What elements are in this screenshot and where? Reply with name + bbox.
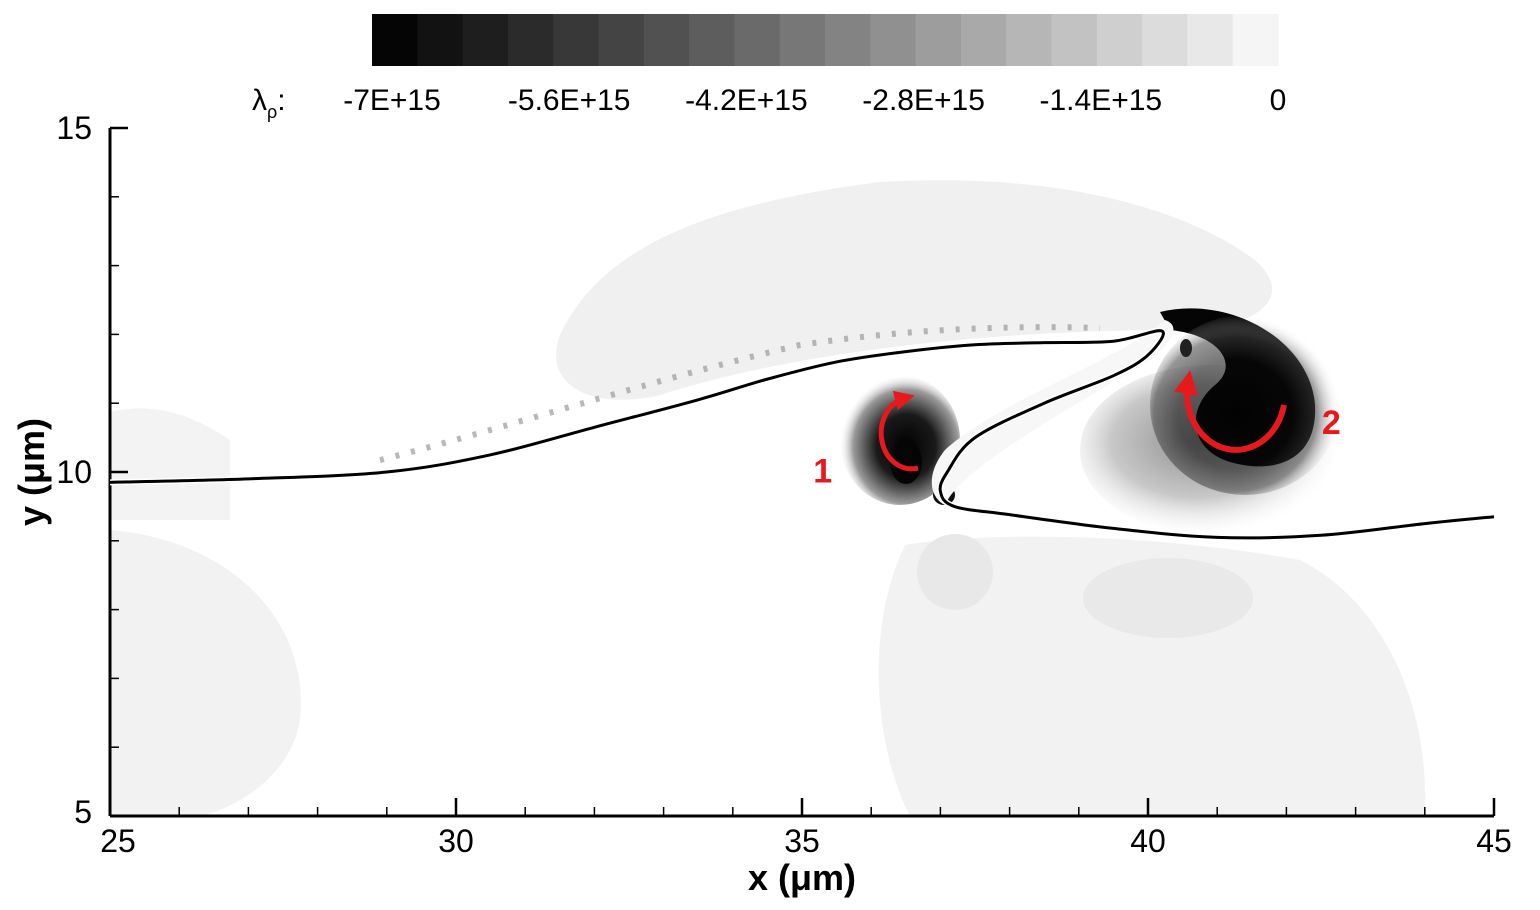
colorbar-level-14 <box>1006 14 1053 66</box>
colorbar-level-17 <box>1142 14 1188 66</box>
colorbar-level-7 <box>689 14 735 66</box>
vortex-2-label: 2 <box>1322 404 1341 442</box>
vortex-2-arrow <box>1174 370 1287 453</box>
colorbar-tick-labels: -7E+15 -5.6E+15 -4.2E+15 -2.8E+15 -1.4E+15 0 <box>343 84 1286 117</box>
field-patch-a <box>917 534 993 610</box>
colorbar-level-15 <box>1051 14 1098 66</box>
vortex-1-label: 1 <box>813 452 832 490</box>
field-vortex-1 <box>840 375 960 505</box>
colorbar-level-2 <box>462 14 509 66</box>
colorbar-level-10 <box>825 14 871 66</box>
colorbar-level-18 <box>1187 14 1234 66</box>
colorbar-level-0 <box>372 14 418 66</box>
colorbar-level-4 <box>553 14 600 66</box>
y-tick-label: 15 <box>56 110 92 146</box>
colorbar-tick-label: -1.4E+15 <box>1040 84 1163 117</box>
field-sheet-interior <box>931 320 1174 505</box>
x-tick-label: 40 <box>1130 823 1166 859</box>
vortex-annotations: 12 <box>813 370 1341 490</box>
colorbar-level-12 <box>915 14 962 66</box>
colorbar-variable-label: λρ: <box>252 84 286 122</box>
colorbar-tick-label: -5.6E+15 <box>508 84 631 117</box>
x-tick-label: 25 <box>100 823 136 859</box>
colorbar-level-5 <box>598 14 645 66</box>
colorbar-level-11 <box>870 14 917 66</box>
colorbar <box>372 14 1279 66</box>
field-haze-lower-right <box>878 536 1426 816</box>
colorbar-level-16 <box>1096 14 1143 66</box>
colorbar-level-19 <box>1232 14 1279 66</box>
y-tick-label: 5 <box>74 794 92 830</box>
y-axis-ticks: 5 10 15 <box>56 110 128 830</box>
field-spot-c <box>1180 339 1192 357</box>
y-tick-label: 10 <box>56 454 92 490</box>
colorbar-level-13 <box>960 14 1007 66</box>
colorbar-level-8 <box>734 14 781 66</box>
y-axis-title: y (μm) <box>11 418 52 526</box>
field-vortex-1-core <box>890 440 922 484</box>
colorbar-tick-label: -4.2E+15 <box>685 84 808 117</box>
interface-curve <box>110 329 1494 540</box>
colorbar-tick-label: -2.8E+15 <box>862 84 985 117</box>
colorbar-level-1 <box>417 14 464 66</box>
x-axis-title: x (μm) <box>748 857 856 898</box>
field-vortex-2-halo <box>1150 315 1340 495</box>
field-haze-lower-left <box>110 530 301 816</box>
colorbar-level-9 <box>779 14 826 66</box>
x-axis-ticks: 25 30 35 40 45 <box>100 798 1512 859</box>
field-patch-b <box>1083 558 1253 638</box>
colorbar-level-3 <box>507 14 554 66</box>
x-tick-label: 30 <box>438 823 474 859</box>
field-haze-left <box>110 408 230 520</box>
vortex-1-arrow <box>878 390 919 472</box>
colorbar-tick-label: 0 <box>1270 84 1287 117</box>
field-haze-upper <box>556 180 1273 400</box>
colorbar-tick-label: -7E+15 <box>343 84 441 117</box>
x-tick-label: 45 <box>1476 823 1512 859</box>
scalar-field <box>110 180 1426 816</box>
axes: 25 30 35 40 45 5 10 15 <box>56 110 1511 859</box>
colorbar-level-6 <box>643 14 690 66</box>
x-tick-label: 35 <box>784 823 820 859</box>
